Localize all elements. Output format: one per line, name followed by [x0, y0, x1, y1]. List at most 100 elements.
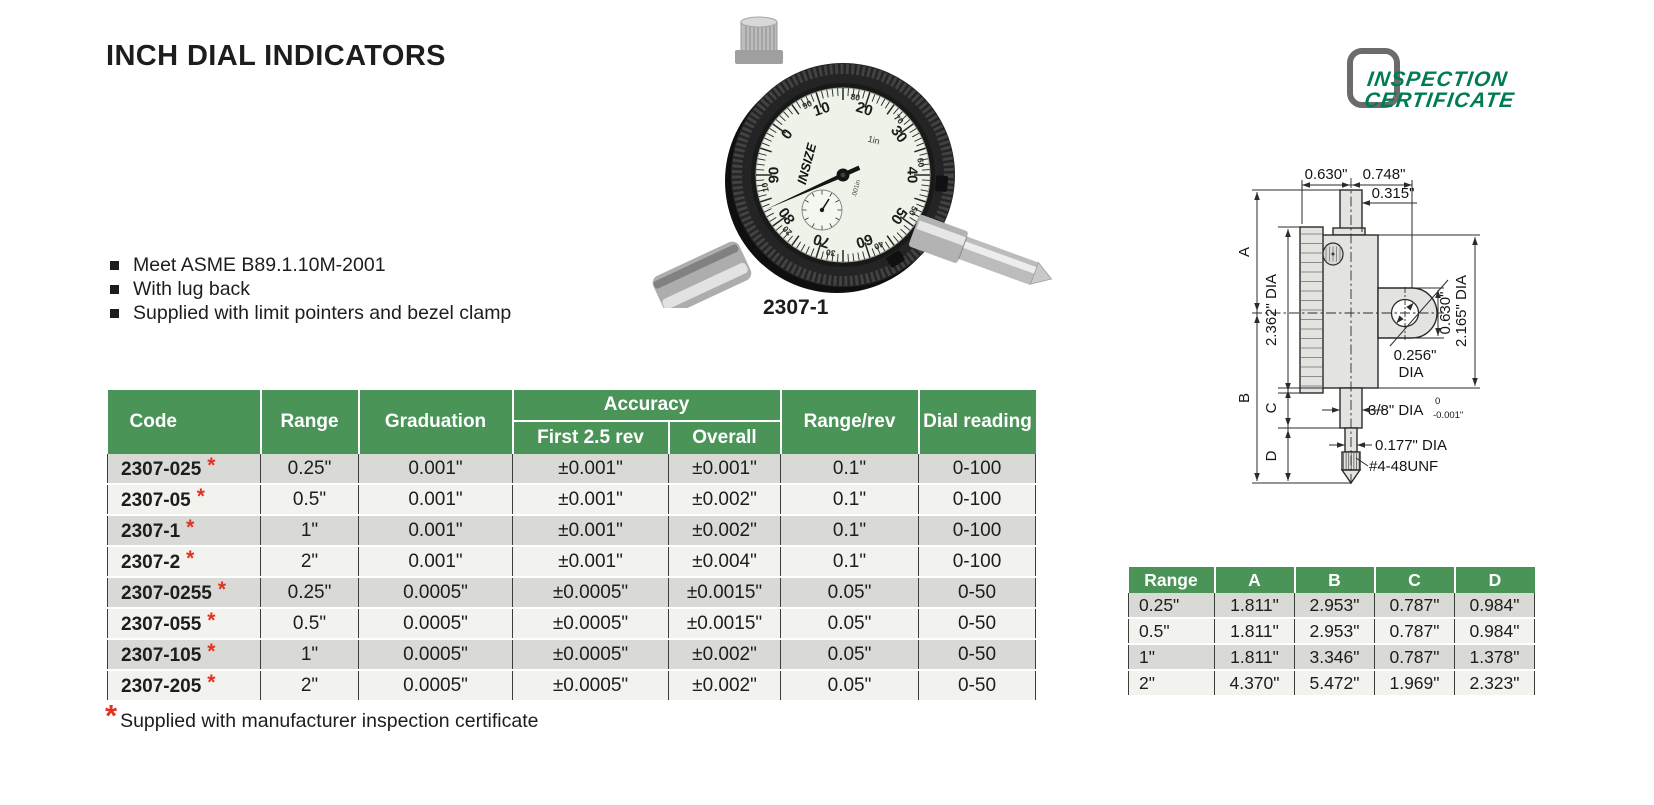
dial-ticks	[756, 88, 930, 262]
winding-knob	[1322, 242, 1344, 266]
cell-dial-reading: 0-100	[918, 546, 1036, 578]
dim-header-b: B	[1294, 567, 1376, 593]
cell-range: 0.25"	[260, 577, 359, 609]
col-header-accuracy: Accuracy	[512, 390, 782, 422]
dial-small-number: 30	[825, 247, 836, 258]
col-header-dial-reading: Dial reading	[918, 390, 1036, 454]
table-row: 2307-205 * 2" 0.0005" ±0.0005" ±0.002" 0.…	[107, 670, 1036, 702]
dim-cell: 2"	[1128, 670, 1215, 697]
dim-label: 3/8" DIA	[1368, 402, 1423, 419]
table-row: 2307-055 * 0.5" 0.0005" ±0.0005" ±0.0015"…	[107, 608, 1036, 640]
dim-label: C	[1263, 402, 1280, 413]
limit-pointer-tab	[886, 250, 905, 268]
spindle	[909, 214, 1053, 286]
cell-code: 2307-1 *	[107, 515, 261, 547]
cell-code: 2307-2 *	[107, 546, 261, 578]
dim-label: 0.630"	[1305, 166, 1348, 183]
certificate-asterisk: *	[186, 515, 195, 539]
dim-cell: 0.787"	[1374, 644, 1455, 671]
certificate-asterisk: *	[207, 453, 216, 477]
cell-dial-reading: 0-100	[918, 454, 1036, 485]
certificate-asterisk: *	[186, 546, 195, 570]
cell-overall: ±0.0015"	[668, 608, 781, 640]
footnote: * Supplied with manufacturer inspection …	[105, 700, 538, 733]
dim-cell: 4.370"	[1214, 670, 1295, 697]
feature-list: Meet ASME B89.1.10M-2001 With lug back S…	[108, 254, 511, 326]
cell-graduation: 0.0005"	[358, 608, 513, 640]
cell-range: 1"	[260, 515, 359, 547]
dial-small-number: 90	[801, 98, 814, 111]
table-row: 1" 1.811" 3.346" 0.787" 1.378"	[1128, 644, 1535, 671]
dim-cell: 0.787"	[1374, 618, 1455, 645]
cell-code: 2307-05 *	[107, 484, 261, 516]
feature-item: Meet ASME B89.1.10M-2001	[108, 254, 511, 278]
cell-first-rev: ±0.0005"	[512, 639, 669, 671]
col-header-range: Range	[260, 390, 360, 454]
certificate-asterisk: *	[207, 608, 216, 632]
table-row: 2307-025 * 0.25" 0.001" ±0.001" ±0.001" 0…	[107, 453, 1036, 485]
certificate-asterisk: *	[207, 639, 216, 663]
cell-range-rev: 0.1"	[780, 546, 919, 578]
dimension-labels: 0.630" 0.748" 0.315" A B 2.362" DIA C D …	[1236, 166, 1470, 475]
certificate-asterisk: *	[105, 698, 118, 733]
dial-small-number: 10	[759, 182, 770, 193]
cell-range: 2"	[260, 670, 359, 702]
certificate-badge-icon	[1347, 48, 1400, 108]
cell-first-rev: ±0.0005"	[512, 670, 669, 702]
bullet-square-icon	[110, 309, 119, 318]
dim-cell: 0.5"	[1128, 618, 1215, 645]
cell-overall: ±0.002"	[668, 670, 781, 702]
cell-code: 2307-105 *	[107, 639, 261, 671]
table-row: 2307-1 * 1" 0.001" ±0.001" ±0.002" 0.1" 0…	[107, 515, 1036, 547]
cell-dial-reading: 0-50	[918, 608, 1036, 640]
cell-range-rev: 0.05"	[780, 577, 919, 609]
col-header-code: Code	[107, 390, 262, 454]
dim-cell: 1.969"	[1374, 670, 1455, 697]
dimension-table: Range A B C D 0.25" 1.811" 2.953" 0.787"…	[1128, 567, 1535, 697]
cell-range: 0.5"	[260, 484, 359, 516]
table-row: 2307-2 * 2" 0.001" ±0.001" ±0.004" 0.1" 0…	[107, 546, 1036, 578]
certificate-asterisk: *	[217, 577, 227, 601]
dim-cell: 0.984"	[1454, 593, 1535, 619]
cell-dial-reading: 0-50	[918, 670, 1036, 702]
cell-code: 2307-055 *	[107, 608, 261, 640]
dial-small-number: 60	[915, 157, 926, 168]
page-title: INCH DIAL INDICATORS	[106, 40, 446, 72]
dim-label: B	[1236, 393, 1253, 403]
col-header-first-rev: First 2.5 rev	[512, 421, 670, 454]
certificate-badge-line1: INSPECTION	[1365, 68, 1510, 91]
bullet-square-icon	[110, 285, 119, 294]
col-header-graduation: Graduation	[358, 390, 514, 454]
dial-number: 20	[854, 99, 875, 120]
cell-code: 2307-205 *	[107, 670, 261, 702]
dim-label: 0.748"	[1363, 166, 1406, 183]
dial-small-number: 40	[872, 239, 885, 252]
table-row: 2307-05 * 0.5" 0.001" ±0.001" ±0.002" 0.1…	[107, 484, 1036, 516]
dial-number: 10	[811, 99, 832, 120]
table-row: 2307-0255 * 0.25" 0.0005" ±0.0005" ±0.001…	[107, 577, 1036, 609]
cell-graduation: 0.001"	[358, 484, 513, 516]
revolution-counter-subdial	[801, 189, 843, 231]
cell-range-rev: 0.1"	[780, 484, 919, 516]
dim-label: 2.165" DIA	[1453, 275, 1470, 347]
dim-cell: 0.25"	[1128, 593, 1215, 619]
dial-number: 60	[854, 230, 875, 251]
cell-first-rev: ±0.001"	[512, 484, 669, 516]
dim-cell: 1.811"	[1214, 593, 1295, 619]
dim-cell: 1.378"	[1454, 644, 1535, 671]
dim-header-c: C	[1374, 567, 1456, 593]
feature-text: Supplied with limit pointers and bezel c…	[133, 302, 512, 324]
footnote-text: Supplied with manufacturer inspection ce…	[120, 710, 539, 732]
dim-cell: 5.472"	[1294, 670, 1375, 697]
dial-numbers: 0 10 20 30 40 50 60 70 80 90 90 80 70 60…	[759, 91, 926, 258]
table-row: 2" 4.370" 5.472" 1.969" 2.323"	[1128, 670, 1535, 697]
dim-label: #4-48UNF	[1369, 458, 1438, 475]
dial-marking-range: 1in	[867, 134, 881, 147]
dim-label: 0.177" DIA	[1375, 437, 1447, 454]
cell-overall: ±0.004"	[668, 546, 781, 578]
cell-range: 1"	[260, 639, 359, 671]
col-header-overall: Overall	[668, 421, 782, 454]
cell-range-rev: 0.1"	[780, 515, 919, 547]
dim-label: 0.630"	[1437, 292, 1454, 335]
cell-dial-reading: 0-50	[918, 639, 1036, 671]
